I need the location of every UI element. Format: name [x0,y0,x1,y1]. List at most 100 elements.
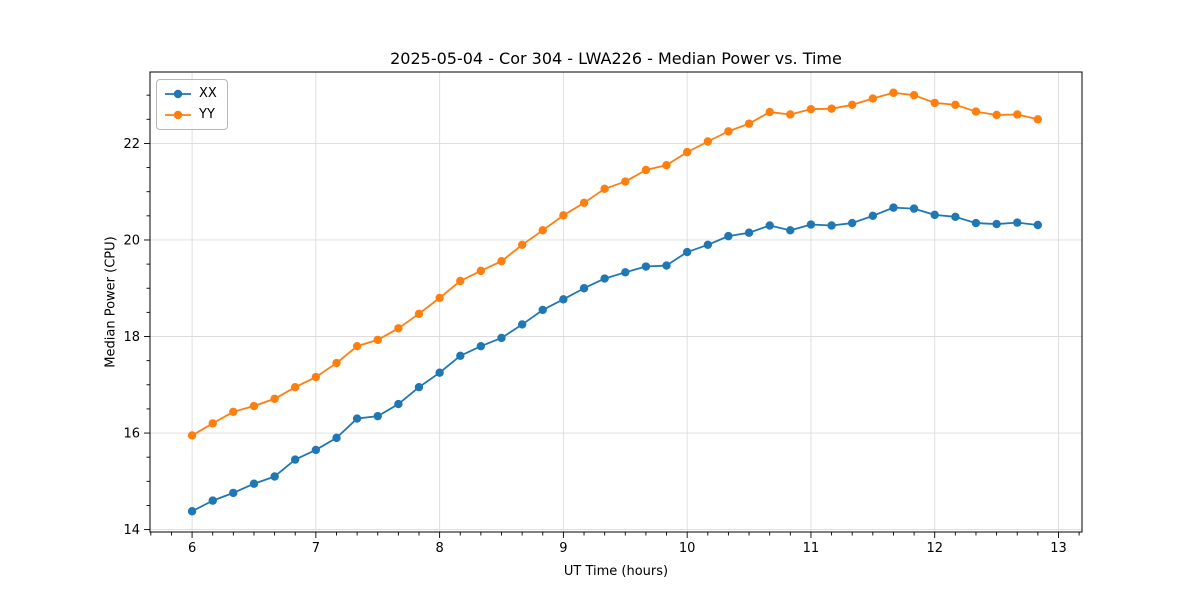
data-point [476,341,486,351]
data-point [786,110,795,119]
legend-line-yy-icon [165,110,191,120]
data-point [868,211,878,221]
data-point [951,100,960,110]
data-point [435,293,444,303]
data-point [682,147,692,157]
x-tick-label: 12 [926,541,943,556]
data-point [208,496,217,505]
data-point [909,204,919,213]
x-tick-label: 9 [559,541,567,556]
series-yy [187,88,1043,440]
data-point [270,394,279,403]
legend-label-xx: XX [199,86,217,101]
data-point [641,262,651,271]
data-point [1013,110,1022,119]
data-point [538,226,547,235]
data-point [517,320,527,329]
data-point [930,98,939,108]
data-point [827,221,836,230]
data-point [724,127,733,136]
data-point [703,137,713,146]
y-axis-label: Median Power (CPU) [103,236,119,368]
data-point [806,104,816,114]
data-point [579,198,589,208]
data-point [1013,218,1022,227]
data-point [600,274,609,283]
tick-labels: 6 7 8 9 10 11 12 13 14 16 18 20 22 [123,137,1066,556]
data-point [559,211,568,220]
data-point [621,268,630,277]
data-point [208,419,217,428]
data-point [703,240,713,250]
data-point [559,295,568,304]
legend-item-xx: XX [164,85,217,103]
legend-item-yy: YY [164,106,217,124]
data-point [868,94,878,103]
data-point [930,210,939,220]
data-point [229,488,238,498]
x-tick-label: 13 [1050,541,1067,556]
x-axis-label: UT Time (hours) [563,564,669,579]
data-point [600,184,609,194]
y-tick-label: 16 [123,427,140,442]
data-point [187,507,197,516]
data-point [579,284,589,293]
data-point [311,445,321,455]
data-point [249,401,259,411]
x-tick-label: 10 [679,541,696,556]
data-point [187,431,197,440]
data-point [497,333,506,343]
data-point [909,90,919,100]
data-point [332,433,341,443]
data-point [373,335,382,345]
data-point [394,324,403,333]
data-point [951,212,960,222]
data-point [786,226,795,235]
data-point [414,382,424,392]
data-point [806,220,816,229]
data-point [889,203,898,212]
data-point [290,382,300,392]
axis-ticks [144,94,1080,538]
legend-label-yy: YY [199,107,215,122]
data-point [847,100,857,110]
data-point [352,414,362,423]
data-point [290,455,300,464]
y-tick-label: 22 [123,137,140,152]
data-point [1033,115,1043,124]
series-xx [187,203,1043,516]
data-point [765,221,774,230]
series-line-yy [191,91,1039,437]
x-tick-label: 6 [188,541,196,556]
chart-title: 2025-05-04 - Cor 304 - LWA226 - Median P… [390,49,842,68]
y-tick-label: 14 [123,523,140,538]
data-point [414,309,424,319]
data-point [456,276,465,286]
data-point [724,231,733,241]
data-point [621,177,630,186]
data-point [744,228,754,237]
data-point [662,261,671,270]
data-point [456,351,465,361]
legend: XX YY [156,79,228,130]
data-point [497,257,506,266]
data-point [744,119,754,128]
data-point [476,266,486,276]
data-point [373,411,382,421]
data-point [682,247,692,257]
data-point [249,479,259,488]
y-tick-label: 20 [123,233,140,248]
data-point [435,368,444,377]
data-point [229,407,238,417]
x-tick-label: 7 [312,541,320,556]
data-point [394,399,403,409]
data-point [827,104,836,113]
data-point [311,372,321,382]
data-point [971,218,981,228]
data-point [889,88,898,97]
y-tick-label: 18 [123,330,140,345]
plot-border [149,71,1083,533]
x-tick-label: 11 [803,541,820,556]
